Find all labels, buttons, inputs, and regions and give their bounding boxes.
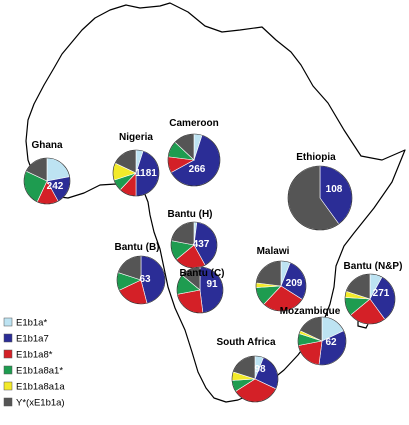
sample-size-label: 271: [373, 288, 390, 299]
region-label-malawi: Malawi: [257, 246, 290, 257]
legend-label: E1b1a*: [16, 318, 47, 329]
pie-nigeria: 1181 Nigeria: [112, 132, 160, 197]
pie-ethiopia: 108 Ethiopia: [287, 152, 353, 231]
region-label-bantu-c: Bantu (C): [180, 268, 225, 279]
region-label-mozambique: Mozambique: [280, 306, 341, 317]
sample-size-label: 1181: [135, 168, 157, 179]
legend-swatch: [3, 381, 13, 391]
pie-border: [23, 157, 71, 205]
legend-label: Y*(xE1b1a): [16, 398, 65, 409]
region-label-bantu-b: Bantu (B): [115, 242, 160, 253]
sample-size-label: 437: [193, 239, 210, 250]
pie-border: [176, 266, 224, 314]
pie-border: [344, 273, 396, 325]
pie-border: [255, 260, 307, 312]
sample-size-label: 98: [254, 364, 266, 375]
legend-label: E1b1a8a1a: [16, 382, 65, 393]
pie-ghana: 242 Ghana: [23, 140, 71, 205]
pie-mozambique: 62 Mozambique: [280, 306, 347, 366]
region-label-cameroon: Cameroon: [169, 118, 218, 129]
region-label-bantu-h: Bantu (H): [168, 209, 213, 220]
legend-swatch: [3, 349, 13, 359]
sample-size-label: 242: [47, 181, 64, 192]
pie-south-africa: 98 South Africa: [216, 337, 279, 403]
legend-label: E1b1a7: [16, 334, 49, 345]
pie-border: [167, 133, 221, 187]
legend-label: E1b1a8*: [16, 350, 53, 361]
legend-swatch: [3, 365, 13, 375]
pie-malawi: 209 Malawi: [255, 246, 307, 312]
region-label-ghana: Ghana: [31, 140, 63, 151]
region-label-bantu-n-p: Bantu (N&P): [344, 261, 403, 272]
sample-size-label: 62: [325, 337, 337, 348]
region-label-ethiopia: Ethiopia: [296, 152, 336, 163]
pie-bantu-b: 63 Bantu (B): [115, 242, 166, 305]
region-label-south-africa: South Africa: [216, 337, 276, 348]
pie-bantu-n-p: 271 Bantu (N&P): [344, 261, 403, 325]
sample-size-label: 91: [206, 279, 218, 290]
pie-cameroon: 266 Cameroon: [167, 118, 221, 187]
pie-border: [297, 316, 347, 366]
legend-swatch: [3, 333, 13, 343]
region-label-nigeria: Nigeria: [119, 132, 153, 143]
sample-size-label: 108: [326, 184, 343, 195]
legend: E1b1a* E1b1a7 E1b1a8* E1b1a8a1* E1b1a8a1a Y*(…: [3, 317, 65, 409]
pie-border: [112, 149, 160, 197]
legend-swatch: [3, 317, 13, 327]
sample-size-label: 266: [189, 164, 206, 175]
pie-border: [116, 255, 166, 305]
pie-border: [287, 165, 353, 231]
pie-bantu-h: 437 Bantu (H): [168, 209, 218, 269]
legend-swatch: [3, 397, 13, 407]
sample-size-label: 209: [286, 278, 303, 289]
legend-label: E1b1a8a1*: [16, 366, 63, 377]
sample-size-label: 63: [139, 274, 151, 285]
pie-border: [231, 355, 279, 403]
